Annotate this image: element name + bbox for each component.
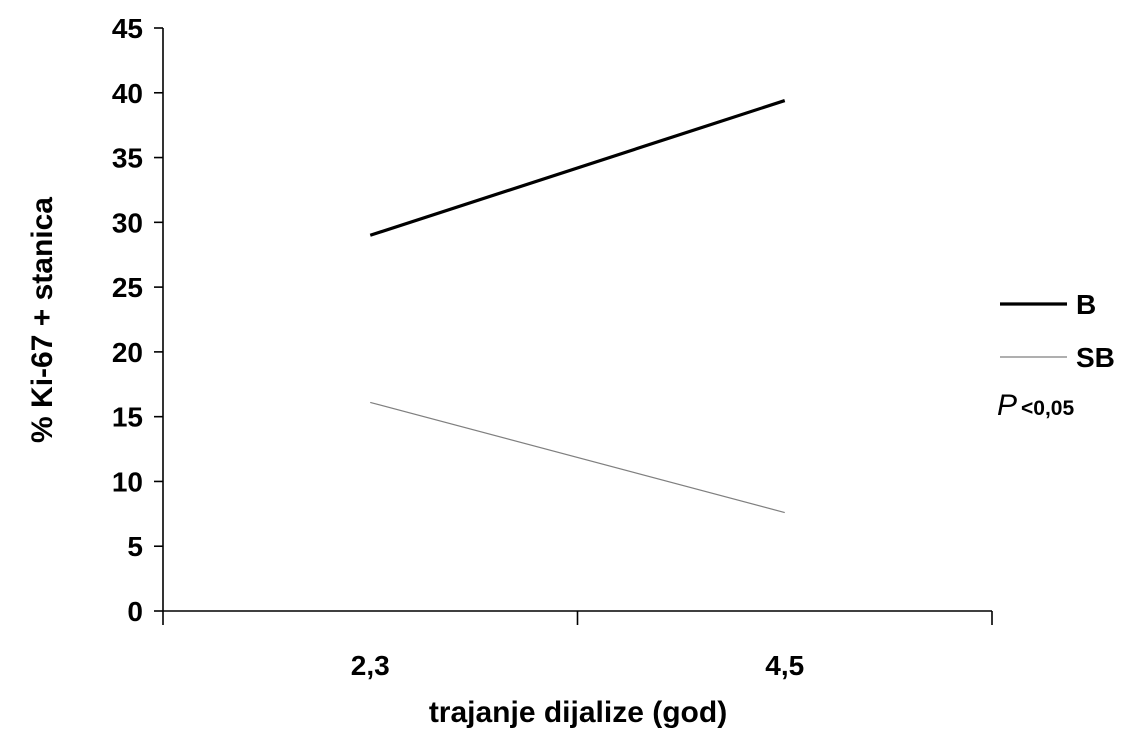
series-layer bbox=[369, 99, 786, 514]
legend: B SB bbox=[1000, 289, 1115, 373]
p-value-annotation: P <0,05 bbox=[997, 389, 1074, 422]
y-tick-label: 0 bbox=[127, 596, 143, 627]
y-tick-label: 25 bbox=[112, 272, 143, 303]
y-tick-label: 40 bbox=[112, 78, 143, 109]
x-axis-title: trajanje dijalize (god) bbox=[429, 696, 727, 729]
y-axis-title: % Ki-67 + stanica bbox=[26, 197, 59, 443]
y-tick-label: 10 bbox=[112, 466, 143, 497]
y-tick-label: 35 bbox=[112, 143, 143, 174]
series-line-b bbox=[369, 99, 786, 237]
y-tick-label: 30 bbox=[112, 207, 143, 238]
x-tick-label: 4,5 bbox=[765, 650, 804, 681]
legend-label-sb: SB bbox=[1076, 342, 1115, 373]
x-axis: 2,3 4,5 bbox=[162, 610, 993, 681]
y-tick-label: 45 bbox=[112, 13, 143, 44]
y-tick-label: 15 bbox=[112, 402, 143, 433]
x-tick-label: 2,3 bbox=[351, 650, 390, 681]
y-axis: 0 5 10 15 20 25 30 35 40 45 bbox=[112, 13, 164, 627]
series-line-sb bbox=[370, 401, 785, 514]
p-symbol: P bbox=[997, 389, 1017, 422]
legend-label-b: B bbox=[1076, 289, 1096, 320]
y-tick-label: 5 bbox=[127, 531, 143, 562]
p-value: <0,05 bbox=[1021, 397, 1074, 420]
y-tick-label: 20 bbox=[112, 337, 143, 368]
